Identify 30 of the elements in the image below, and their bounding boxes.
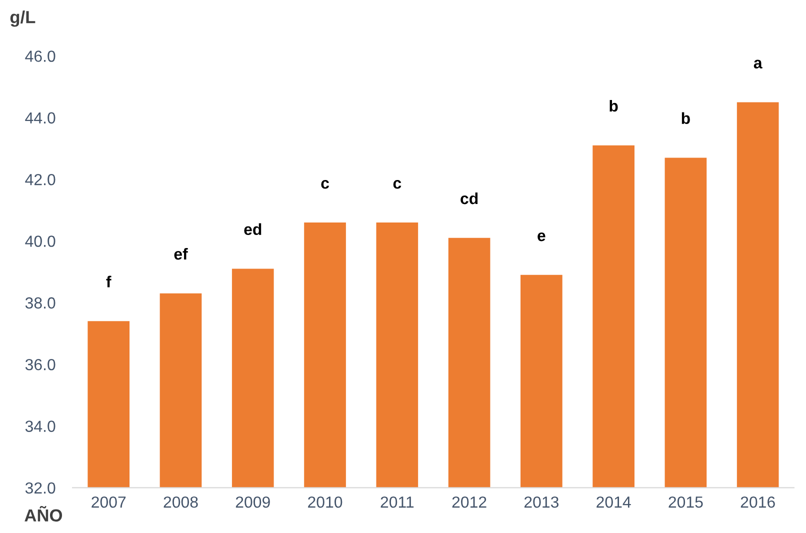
- x-tick-label: 2010: [308, 496, 342, 508]
- x-tick-label: 2012: [452, 496, 486, 508]
- y-axis-title: g/L: [10, 10, 36, 27]
- x-tick-label: 2011: [380, 496, 414, 508]
- annotation: ef: [174, 248, 188, 260]
- y-tick-label: 40.0: [25, 236, 56, 247]
- annotation: a: [754, 60, 762, 69]
- annotation: b: [682, 112, 690, 124]
- y-tick-label: 44.0: [25, 112, 56, 124]
- y-tick-label: 46.0: [25, 50, 56, 62]
- annotation: b: [610, 100, 618, 112]
- y-tick-label: 38.0: [25, 297, 56, 309]
- x-tick-label: 2007: [92, 496, 126, 508]
- y-tick-label: 36.0: [25, 358, 56, 370]
- x-tick-label: 2016: [740, 496, 775, 508]
- x-axis-title: AÑO: [24, 506, 62, 522]
- annotation: cd: [460, 192, 478, 204]
- annotation: ed: [244, 223, 262, 236]
- annotation: c: [393, 180, 402, 189]
- annotation: e: [538, 232, 546, 242]
- y-tick-label: 42.0: [25, 174, 56, 186]
- y-tick-label: 34.0: [25, 420, 56, 432]
- x-tick-label: 2008: [164, 496, 198, 508]
- x-tick-label: 2014: [596, 496, 631, 508]
- x-tick-label: 2013: [524, 496, 558, 508]
- annotation: c: [321, 180, 329, 189]
- x-tick-label: 2009: [236, 496, 270, 508]
- x-tick-label: 2015: [668, 496, 703, 508]
- annotation: f: [106, 276, 112, 288]
- y-tick-label: 32.0: [25, 482, 56, 494]
